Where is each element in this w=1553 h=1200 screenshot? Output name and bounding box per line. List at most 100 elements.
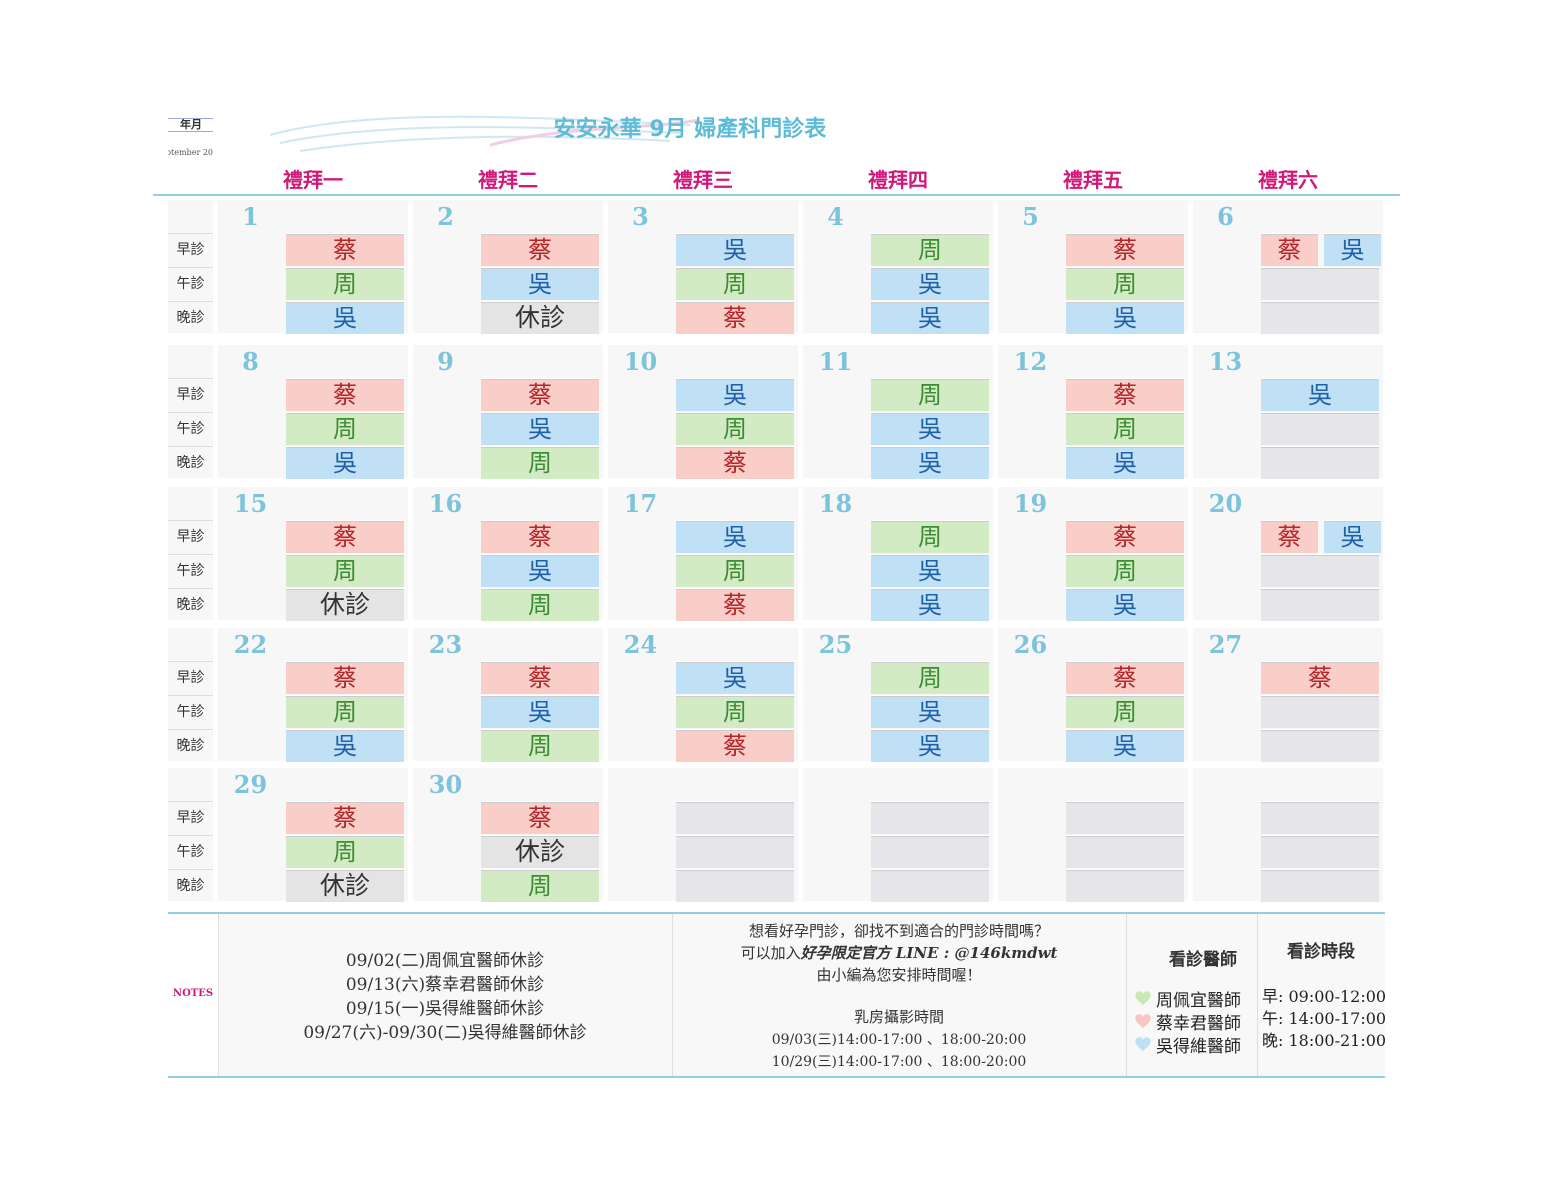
schedule-cell: 吳 [676, 520, 794, 553]
schedule-cell: 周 [1066, 554, 1184, 587]
schedule-cell: 周 [481, 869, 599, 902]
schedule-cell: 周 [286, 695, 404, 728]
doctors-title: 看診醫師 [1169, 950, 1237, 970]
divider [1257, 914, 1258, 1076]
closure-note: 09/02(二)周佩宜醫師休診 [345, 951, 545, 971]
date: 27 [1208, 630, 1243, 659]
heart [1134, 1013, 1152, 1029]
label-column [168, 200, 213, 333]
schedule-cell [1261, 588, 1379, 621]
schedule-cell: 蔡 [286, 378, 404, 411]
doctor-name: 周佩宜醫師 [1156, 991, 1241, 1011]
divider [218, 914, 219, 1076]
date: 9 [437, 347, 454, 376]
schedule-cell: 蔡 [1066, 520, 1184, 553]
closure-note: 09/13(六)蔡幸君醫師休診 [345, 975, 545, 995]
schedule-cell [676, 835, 794, 868]
year-month-label: 年月 [180, 118, 202, 131]
slot-label: 午診 [168, 695, 213, 728]
schedule-cell: 蔡 [1261, 233, 1318, 266]
closure-note: 09/27(六)-09/30(二)吳得維醫師休診 [303, 1023, 587, 1043]
schedule-cell: 吳 [676, 661, 794, 694]
weekday: 禮拜三 [673, 168, 733, 192]
rule [168, 131, 213, 132]
schedule-cell: 周 [676, 554, 794, 587]
date: 8 [242, 347, 259, 376]
schedule-cell: 周 [871, 378, 989, 411]
mammo-time: 09/03(三)14:00-17:00 、18:00-20:00 [771, 1032, 1027, 1048]
slot-label: 早診 [168, 801, 213, 834]
slot-label: 午診 [168, 554, 213, 587]
date: 29 [233, 770, 268, 799]
schedule-cell: 周 [286, 554, 404, 587]
slot-label: 午診 [168, 267, 213, 300]
schedule-cell [1261, 835, 1379, 868]
info-line: 想看好孕門診，卻找不到適合的門診時間嗎？ [748, 922, 1049, 940]
schedule-cell: 吳 [871, 412, 989, 445]
doctor-name: 蔡幸君醫師 [1156, 1014, 1241, 1034]
decor-swirl [269, 115, 700, 152]
date: 25 [818, 630, 853, 659]
slot-label: 午診 [168, 835, 213, 868]
schedule-cell [871, 835, 989, 868]
schedule-cell [1261, 301, 1379, 334]
date: 16 [428, 489, 463, 518]
schedule-cell: 蔡 [481, 801, 599, 834]
schedule-cell: 周 [286, 835, 404, 868]
schedule-cell: 周 [871, 233, 989, 266]
schedule-cell: 吳 [676, 378, 794, 411]
slot-label: 晚診 [168, 729, 213, 762]
schedule-cell: 蔡 [286, 233, 404, 266]
date: 10 [623, 347, 658, 376]
schedule-cell: 休診 [481, 301, 599, 334]
date: 20 [1208, 489, 1243, 518]
schedule-cell: 吳 [481, 695, 599, 728]
divider [1126, 914, 1127, 1076]
date: 26 [1013, 630, 1048, 659]
schedule-cell: 周 [676, 695, 794, 728]
date: 15 [233, 489, 268, 518]
date: 3 [632, 202, 649, 231]
schedule-cell: 蔡 [286, 801, 404, 834]
schedule-cell: 周 [481, 729, 599, 762]
date: 2 [437, 202, 454, 231]
hours: 早: 09:00-12:00 [1262, 987, 1387, 1006]
schedule-cell: 蔡 [1066, 661, 1184, 694]
date: 23 [428, 630, 463, 659]
schedule-cell: 周 [1066, 412, 1184, 445]
schedule-cell: 吳 [1066, 729, 1184, 762]
schedule-cell: 周 [1066, 695, 1184, 728]
schedule-cell: 周 [871, 520, 989, 553]
weekday: 禮拜五 [1063, 168, 1123, 192]
label-column [168, 487, 213, 620]
date: 30 [428, 770, 463, 799]
schedule-cell [1261, 554, 1379, 587]
notes-label: NOTES [172, 988, 214, 999]
heart [1134, 1036, 1152, 1052]
schedule-cell: 蔡 [1261, 661, 1379, 694]
schedule-cell: 吳 [676, 233, 794, 266]
schedule-cell: 周 [1066, 267, 1184, 300]
schedule-cell: 蔡 [676, 301, 794, 334]
info-line: 由小編為您安排時間喔！ [816, 966, 982, 984]
schedule-cell: 周 [481, 588, 599, 621]
info-text: 可以加入 [740, 944, 801, 962]
month-en: September 20 [168, 148, 213, 157]
date: 11 [818, 347, 853, 376]
weekday: 禮拜六 [1258, 168, 1318, 192]
slot-label: 晚診 [168, 588, 213, 621]
mammo-title: 乳房攝影時間 [853, 1008, 944, 1026]
schedule-cell [1066, 801, 1184, 834]
slot-label: 早診 [168, 661, 213, 694]
schedule-cell: 休診 [286, 869, 404, 902]
schedule-cell: 吳 [1324, 233, 1381, 266]
schedule-cell: 周 [286, 267, 404, 300]
month-clip: September 20 [168, 146, 213, 160]
schedule-cell [1261, 801, 1379, 834]
schedule-cell: 休診 [481, 835, 599, 868]
schedule-cell: 周 [871, 661, 989, 694]
schedule-cell: 休診 [286, 588, 404, 621]
schedule-cell: 蔡 [1066, 378, 1184, 411]
date: 4 [827, 202, 844, 231]
date: 22 [233, 630, 268, 659]
